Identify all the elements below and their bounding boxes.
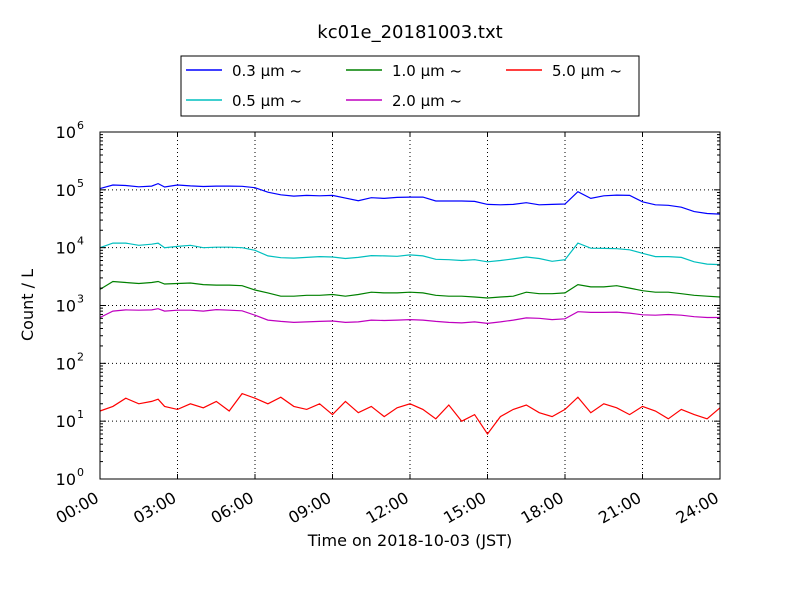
- y-tick-exponent: 4: [77, 235, 84, 248]
- series-line-2: [99, 280, 721, 299]
- y-tick-label: 103: [56, 293, 84, 316]
- series-line-3: [99, 308, 720, 325]
- x-axis-label: Time on 2018-10-03 (JST): [307, 531, 512, 550]
- y-tick-label: 100: [56, 466, 84, 489]
- y-tick-exponent: 0: [77, 466, 84, 479]
- series-line-1: [99, 242, 721, 266]
- grid: [100, 132, 720, 479]
- y-tick-exponent: 3: [77, 293, 84, 306]
- y-tick-exponent: 2: [77, 350, 84, 363]
- y-tick-label: 101: [56, 408, 84, 431]
- y-axis-label: Count / L: [18, 269, 37, 341]
- y-tick-base: 10: [56, 412, 76, 431]
- series-line-0: [99, 182, 721, 215]
- y-tick-base: 10: [56, 123, 76, 142]
- y-tick-base: 10: [56, 181, 76, 200]
- y-tick-base: 10: [56, 470, 76, 489]
- legend-label: 1.0 µm ~: [392, 62, 462, 80]
- y-tick-exponent: 6: [77, 119, 84, 132]
- legend-box: [180, 55, 640, 117]
- chart-title: kc01e_20181003.txt: [317, 22, 502, 43]
- y-tick-exponent: 1: [77, 408, 84, 421]
- y-tick-base: 10: [56, 239, 76, 258]
- legend-label: 2.0 µm ~: [392, 92, 462, 110]
- y-tick-base: 10: [56, 297, 76, 316]
- y-tick-label: 102: [56, 350, 84, 373]
- legend-label: 5.0 µm ~: [552, 62, 622, 80]
- legend-label: 0.5 µm ~: [232, 92, 302, 110]
- y-tick-base: 10: [56, 354, 76, 373]
- y-tick-label: 105: [56, 177, 84, 200]
- series-line-4: [99, 392, 721, 436]
- y-tick-exponent: 5: [77, 177, 84, 190]
- legend: 0.3 µm ~ 0.5 µm ~ 1.0 µm ~ 2.0 µm ~ 5.0 µm ~: [180, 55, 640, 117]
- y-tick-label: 106: [56, 119, 84, 142]
- series-lines: [99, 182, 721, 436]
- y-tick-label: 104: [56, 235, 84, 258]
- legend-label: 0.3 µm ~: [232, 62, 302, 80]
